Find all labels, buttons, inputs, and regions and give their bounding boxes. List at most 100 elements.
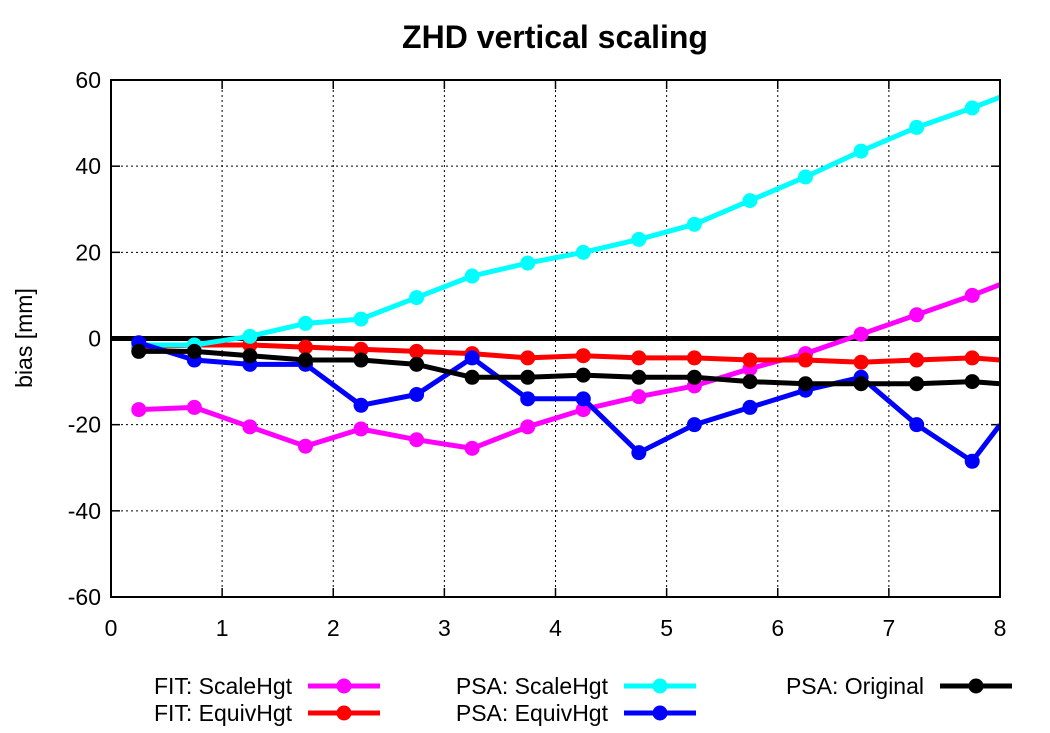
data-point	[631, 369, 647, 385]
y-tick-label: -20	[68, 412, 101, 438]
data-point	[131, 343, 147, 359]
data-point	[353, 397, 369, 413]
legend-item: PSA: EquivHgt	[456, 700, 696, 726]
data-point	[909, 119, 925, 135]
legend-item: PSA: Original	[786, 673, 1012, 699]
data-point	[242, 348, 258, 364]
legend-label: PSA: ScaleHgt	[456, 673, 609, 699]
data-point	[798, 376, 814, 392]
data-point	[909, 376, 925, 392]
legend-label: FIT: ScaleHgt	[154, 673, 293, 699]
legend-swatch-marker	[336, 705, 352, 721]
data-point	[964, 350, 980, 366]
data-point	[409, 387, 425, 403]
data-point	[409, 290, 425, 306]
data-point	[464, 350, 480, 366]
data-point	[353, 341, 369, 357]
y-tick-labels: 60 40 20 0 -20 -40 -60	[68, 67, 101, 610]
data-point	[575, 391, 591, 407]
chart-title: ZHD vertical scaling	[402, 19, 708, 55]
data-point	[686, 417, 702, 433]
data-point	[964, 453, 980, 469]
legend-swatch-marker	[652, 705, 668, 721]
data-point	[186, 343, 202, 359]
data-point	[520, 350, 536, 366]
series-line	[138, 94, 1000, 348]
y-tick-label: 40	[75, 153, 101, 179]
legend-item: FIT: ScaleHgt	[154, 673, 380, 699]
data-point	[853, 326, 869, 342]
data-point	[742, 399, 758, 415]
data-point	[353, 311, 369, 327]
data-point	[798, 352, 814, 368]
series-0	[131, 282, 1000, 456]
data-point	[464, 369, 480, 385]
data-point	[242, 419, 258, 435]
data-point	[520, 369, 536, 385]
y-tick-label: -40	[68, 498, 101, 524]
data-point	[686, 216, 702, 232]
x-tick-label: 6	[771, 615, 784, 641]
data-point	[742, 352, 758, 368]
x-tick-label: 3	[438, 615, 451, 641]
data-point	[742, 374, 758, 390]
data-point	[409, 343, 425, 359]
y-tick-label: -60	[68, 584, 101, 610]
data-point	[464, 268, 480, 284]
y-tick-label: 0	[88, 326, 101, 352]
y-axis-label: bias [mm]	[11, 288, 37, 388]
data-point	[297, 352, 313, 368]
data-point	[909, 417, 925, 433]
data-point	[853, 354, 869, 370]
data-point	[242, 328, 258, 344]
data-point	[686, 350, 702, 366]
legend-label: FIT: EquivHgt	[154, 700, 293, 726]
y-tick-label: 20	[75, 239, 101, 265]
data-point	[575, 348, 591, 364]
data-point	[353, 352, 369, 368]
data-point	[631, 445, 647, 461]
data-point	[297, 339, 313, 355]
series-4	[131, 343, 1000, 392]
x-tick-label: 0	[105, 615, 118, 641]
data-point	[631, 350, 647, 366]
grid	[110, 79, 1001, 598]
data-point	[853, 376, 869, 392]
legend-item: FIT: EquivHgt	[154, 700, 380, 726]
data-point	[853, 143, 869, 159]
data-point	[520, 391, 536, 407]
legend-swatch-marker	[968, 678, 984, 694]
data-point	[520, 419, 536, 435]
data-point	[909, 352, 925, 368]
x-tick-label: 5	[660, 615, 673, 641]
legend-item: PSA: ScaleHgt	[456, 673, 696, 699]
y-tick-label: 60	[75, 67, 101, 93]
data-point	[742, 193, 758, 209]
data-point	[964, 287, 980, 303]
x-tick-label: 1	[216, 615, 229, 641]
data-point	[186, 399, 202, 415]
legend-swatch-marker	[336, 678, 352, 694]
plot-frame	[110, 79, 1001, 598]
x-tick-label: 4	[549, 615, 562, 641]
x-tick-label: 7	[882, 615, 895, 641]
data-point	[353, 421, 369, 437]
data-point	[909, 307, 925, 323]
data-point	[631, 231, 647, 247]
data-point	[686, 369, 702, 385]
data-point	[631, 389, 647, 405]
data-point	[297, 438, 313, 454]
x-tick-label: 8	[994, 615, 1007, 641]
data-point	[964, 374, 980, 390]
data-point	[131, 402, 147, 418]
data-point	[409, 356, 425, 372]
legend-label: PSA: EquivHgt	[456, 700, 609, 726]
series-lines	[131, 94, 1000, 469]
x-tick-labels: 0 1 2 3 4 5 6 7 8	[105, 615, 1007, 641]
data-point	[464, 440, 480, 456]
data-point	[297, 315, 313, 331]
data-point	[798, 169, 814, 185]
legend-swatch-marker	[652, 678, 668, 694]
series-2	[131, 94, 1000, 353]
